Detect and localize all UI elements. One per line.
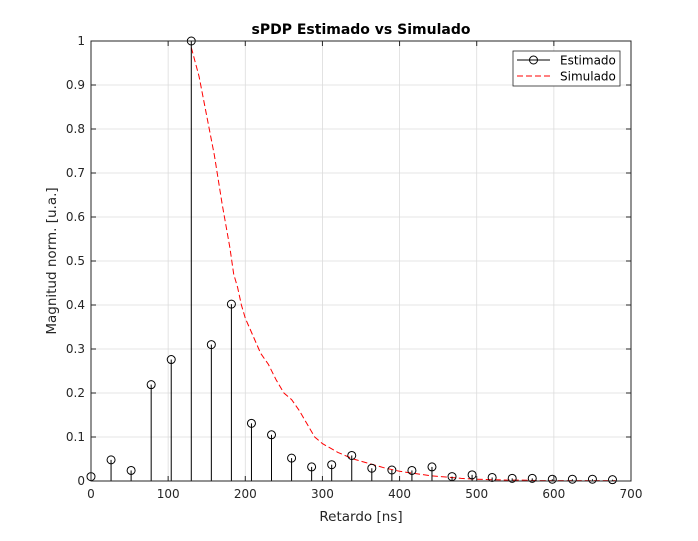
stem-marker: [126, 465, 136, 475]
y-tick-label: 0.4: [66, 298, 85, 312]
stem-marker: [587, 474, 597, 484]
y-tick-label: 0.8: [66, 122, 85, 136]
y-axis-label: Magnitud norm. [u.a.]: [44, 187, 60, 334]
stem-marker: [347, 450, 357, 460]
legend-estimado-label: Estimado: [560, 54, 616, 68]
y-tick-label: 0.1: [66, 430, 85, 444]
chart-title: sPDP Estimado vs Simulado: [252, 22, 471, 38]
y-tick-label: 0: [77, 474, 85, 488]
stem-marker: [367, 463, 377, 473]
legend-simulado-label: Simulado: [560, 70, 616, 84]
stem-marker: [206, 340, 216, 350]
stem-marker: [267, 430, 277, 440]
x-tick-label: 200: [234, 487, 257, 501]
series-line-simulado: [190, 47, 616, 482]
x-tick-label: 100: [157, 487, 180, 501]
stem-marker: [166, 355, 176, 365]
stem-marker: [607, 475, 617, 485]
stem-marker: [407, 465, 417, 475]
y-tick-label: 1: [77, 34, 85, 48]
stem-marker: [226, 299, 236, 309]
x-tick-label: 400: [388, 487, 411, 501]
x-tick-label: 700: [620, 487, 643, 501]
legend: Estimado Simulado: [512, 50, 621, 87]
x-tick-label: 300: [311, 487, 334, 501]
y-tick-label: 0.7: [66, 166, 85, 180]
legend-estimado-marker: [529, 55, 538, 65]
stem-marker: [547, 474, 557, 484]
y-tick-label: 0.6: [66, 210, 85, 224]
y-tick-label: 0.2: [66, 386, 85, 400]
stem-marker: [507, 473, 517, 483]
stem-marker: [567, 474, 577, 484]
stem-marker: [307, 462, 317, 472]
stem-marker: [327, 460, 337, 470]
axis-ticks: 0 100 200 300 400 500 600 700 0 0.1 0.2 0.3 0.4 0.5 0.…: [66, 34, 643, 501]
stem-marker: [246, 418, 256, 428]
y-tick-label: 0.3: [66, 342, 85, 356]
x-tick-label: 0: [87, 487, 95, 501]
stem-marker: [287, 453, 297, 463]
y-tick-label: 0.9: [66, 78, 85, 92]
x-axis-label: Retardo [ns]: [319, 509, 402, 525]
stem-marker: [427, 462, 437, 472]
x-tick-label: 600: [542, 487, 565, 501]
stem-marker: [387, 465, 397, 475]
stem-marker: [146, 380, 156, 390]
y-tick-label: 0.5: [66, 254, 85, 268]
stem-marker: [527, 473, 537, 483]
stem-marker: [106, 455, 116, 465]
x-tick-label: 500: [465, 487, 488, 501]
stem-marker: [467, 470, 477, 480]
